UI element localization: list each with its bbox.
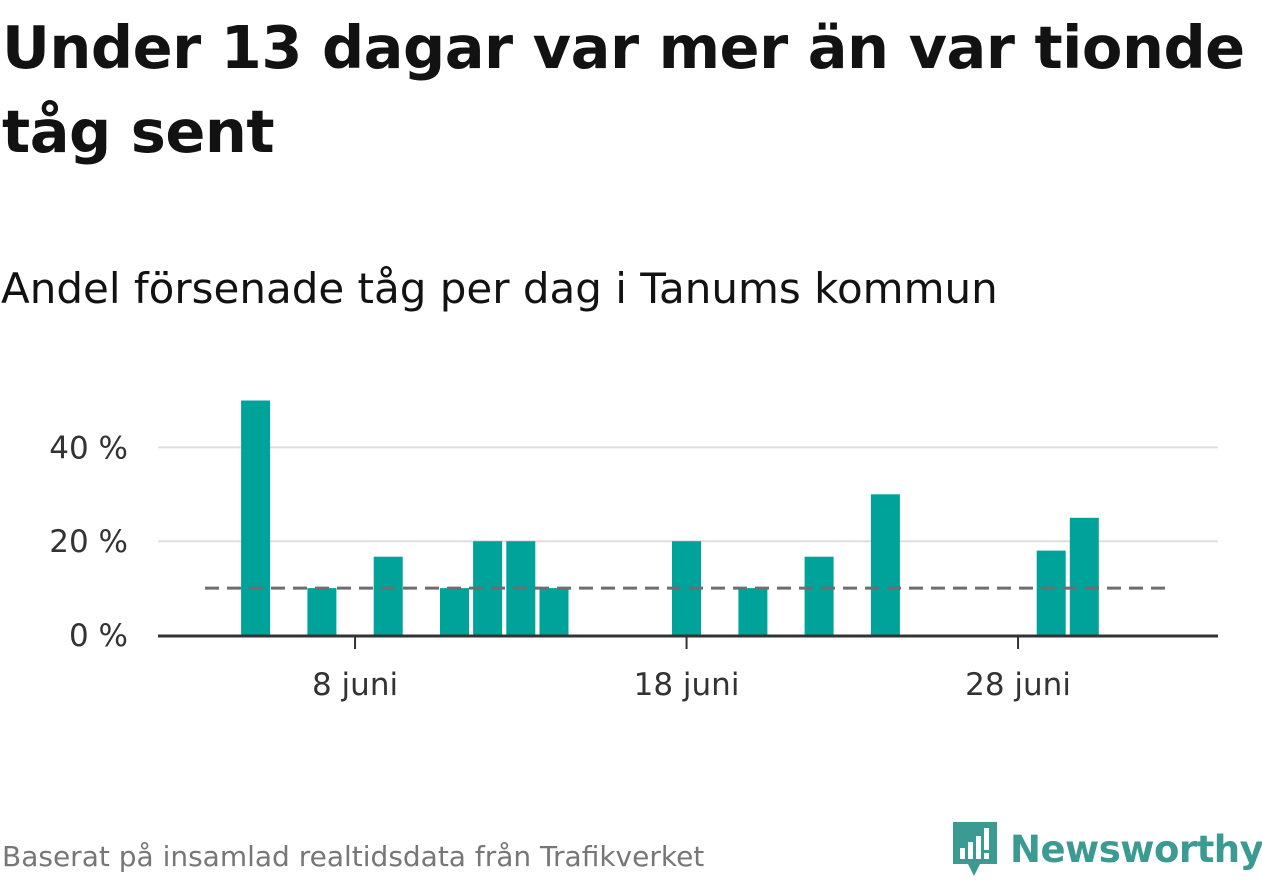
bar-chart: 0 % 20 % 40 % 8 juni 18 juni 28 juni (49, 400, 1218, 703)
bar (539, 588, 569, 635)
chart-subtitle: Andel försenade tåg per dag i Tanums kom… (1, 264, 998, 313)
newsworthy-logo-icon (953, 822, 997, 876)
y-tick-label: 40 % (49, 430, 128, 466)
bar (440, 588, 469, 635)
brand-name: Newsworthy (1010, 827, 1262, 871)
brand: Newsworthy (950, 818, 1262, 880)
source-note: Baserat på insamlad realtidsdata från Tr… (2, 840, 705, 873)
y-tick-label: 0 % (69, 618, 128, 654)
x-tick-label: 28 juni (965, 667, 1071, 703)
bar (1069, 517, 1099, 636)
bar (804, 556, 834, 635)
bar (373, 556, 403, 635)
x-axis-ticks: 8 juni 18 juni 28 juni (312, 636, 1071, 703)
bar (870, 494, 900, 635)
bar (738, 588, 768, 635)
y-axis-ticks: 0 % 20 % 40 % (49, 430, 128, 654)
y-tick-label: 20 % (49, 524, 128, 560)
x-tick-label: 18 juni (634, 667, 740, 703)
bar (1036, 550, 1066, 635)
grid-lines (158, 446, 1218, 543)
bars (241, 400, 1099, 636)
bar (241, 400, 271, 635)
x-tick-label: 8 juni (312, 667, 398, 703)
chart-title: Under 13 dagar var mer än var tionde tåg… (2, 13, 1245, 166)
bar (307, 588, 337, 635)
